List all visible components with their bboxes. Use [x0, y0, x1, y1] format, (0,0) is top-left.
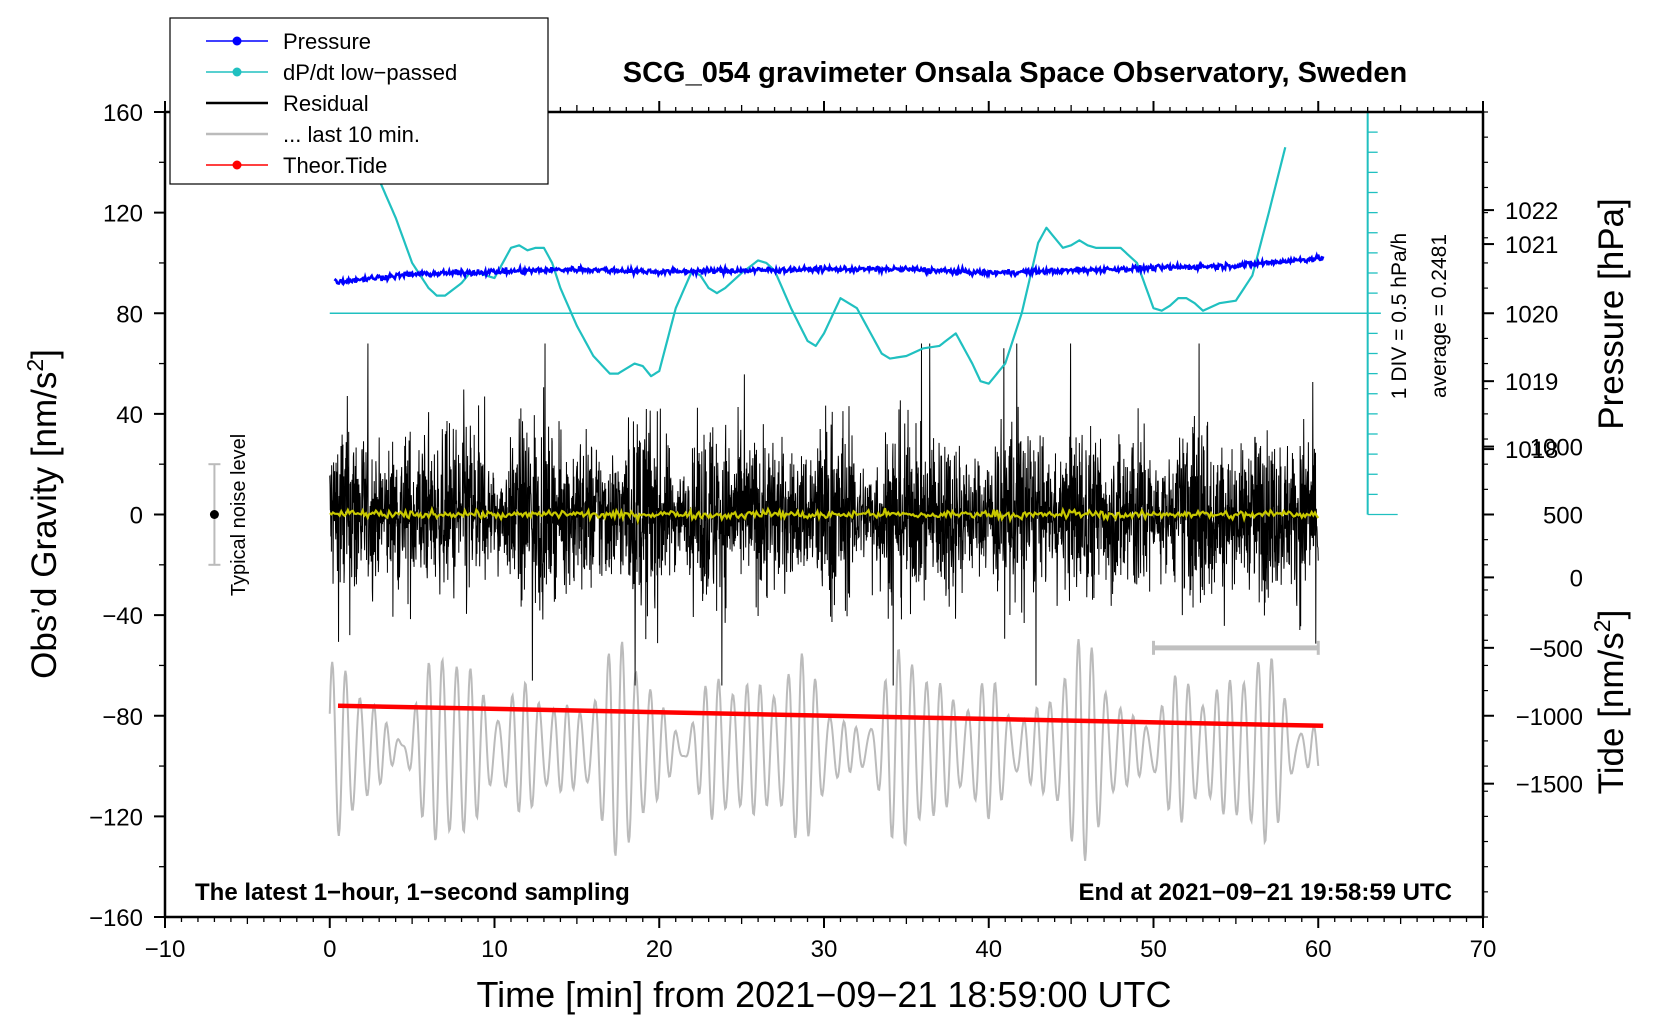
dpdt-average-label: average = 0.2481 [1428, 234, 1451, 398]
pressure-line [333, 251, 1325, 287]
residual-mean-series [329, 505, 1320, 526]
noise-level-label: Typical noise level [228, 434, 250, 596]
noise-marker-dot [209, 510, 219, 519]
pressure-tick-label: 1018 [1505, 437, 1558, 464]
y-tick-label: 80 [116, 301, 143, 328]
tide-tick-label: 1000 [1530, 435, 1583, 462]
pressure-series [333, 251, 1325, 287]
legend-marker [232, 36, 242, 46]
tide-tick-label: −500 [1529, 636, 1583, 663]
y-tick-label: 40 [116, 402, 143, 429]
y-tick-label: 160 [103, 100, 143, 127]
chart-title: SCG_054 gravimeter Onsala Space Observat… [623, 57, 1407, 89]
pressure-tick-label: 1021 [1505, 232, 1558, 259]
legend: Pressure dP/dt low−passed Residual ... last… [169, 17, 549, 185]
theoretical-tide-series [337, 703, 1324, 729]
x-tick-label: 70 [1470, 936, 1497, 963]
x-tick-label: 0 [323, 936, 336, 963]
pressure-tick-label: 1020 [1505, 301, 1558, 328]
plot-annotations [208, 463, 1320, 655]
dpdt-scale [329, 111, 1398, 516]
legend-box [169, 17, 549, 185]
tide-tick-label: −1000 [1516, 704, 1583, 731]
residual-line [329, 343, 1319, 686]
tide-tick-label: 0 [1570, 565, 1583, 592]
x-tick-label: 20 [646, 936, 673, 963]
dpdt-division-label: 1 DIV = 0.5 hPa/h [1388, 233, 1411, 399]
last-10-min-line [328, 639, 1320, 861]
x-axis: −10 0 10 20 30 40 50 60 70 [145, 101, 1497, 963]
x-tick-label: 60 [1305, 936, 1332, 963]
legend-marker [232, 67, 242, 77]
tide-tick-label: −1500 [1516, 772, 1583, 799]
x-tick-label: 40 [975, 936, 1002, 963]
last-10-min-series [328, 639, 1320, 861]
tide-tick-label: 500 [1543, 503, 1583, 530]
legend-label: Pressure [283, 29, 371, 54]
pressure-tick-label: 1022 [1505, 198, 1558, 225]
residual-series [329, 343, 1319, 686]
y-tick-label: −120 [89, 804, 143, 831]
y-axis-label-pressure: Pressure [hPa] [1592, 198, 1631, 430]
legend-marker [232, 160, 242, 170]
end-time-annotation: End at 2021−09−21 19:58:59 UTC [1078, 879, 1452, 906]
residual-mean-line [329, 505, 1320, 526]
legend-label: dP/dt low−passed [283, 60, 457, 85]
x-axis-label: Time [min] from 2021−09−21 18:59:00 UTC [476, 974, 1171, 1015]
legend-label: Residual [283, 91, 369, 116]
dpdt-line [329, 146, 1287, 385]
y-tick-label: 120 [103, 201, 143, 228]
x-tick-label: 30 [811, 936, 838, 963]
y-axis-label-left: Obs’d Gravity [nm/s2] [22, 349, 64, 679]
y-tick-label: −80 [102, 704, 143, 731]
x-tick-label: 50 [1140, 936, 1167, 963]
x-tick-label: −10 [145, 936, 186, 963]
pressure-tick-label: 1019 [1505, 369, 1558, 396]
legend-label: Theor.Tide [283, 153, 387, 178]
y-tick-label: −160 [89, 905, 143, 932]
legend-label: ... last 10 min. [283, 122, 420, 147]
tide-line [337, 703, 1324, 729]
sampling-annotation: The latest 1−hour, 1−second sampling [195, 879, 630, 906]
y-axis-label-tide: Tide [nm/s2] [1589, 610, 1631, 795]
dpdt-lowpassed-series [329, 146, 1287, 385]
y-axis-left: 160 120 80 40 0 −40 −80 −120 −160 [89, 100, 165, 932]
y-tick-label: −40 [102, 603, 143, 630]
y-tick-label: 0 [130, 503, 143, 530]
x-tick-label: 10 [481, 936, 508, 963]
